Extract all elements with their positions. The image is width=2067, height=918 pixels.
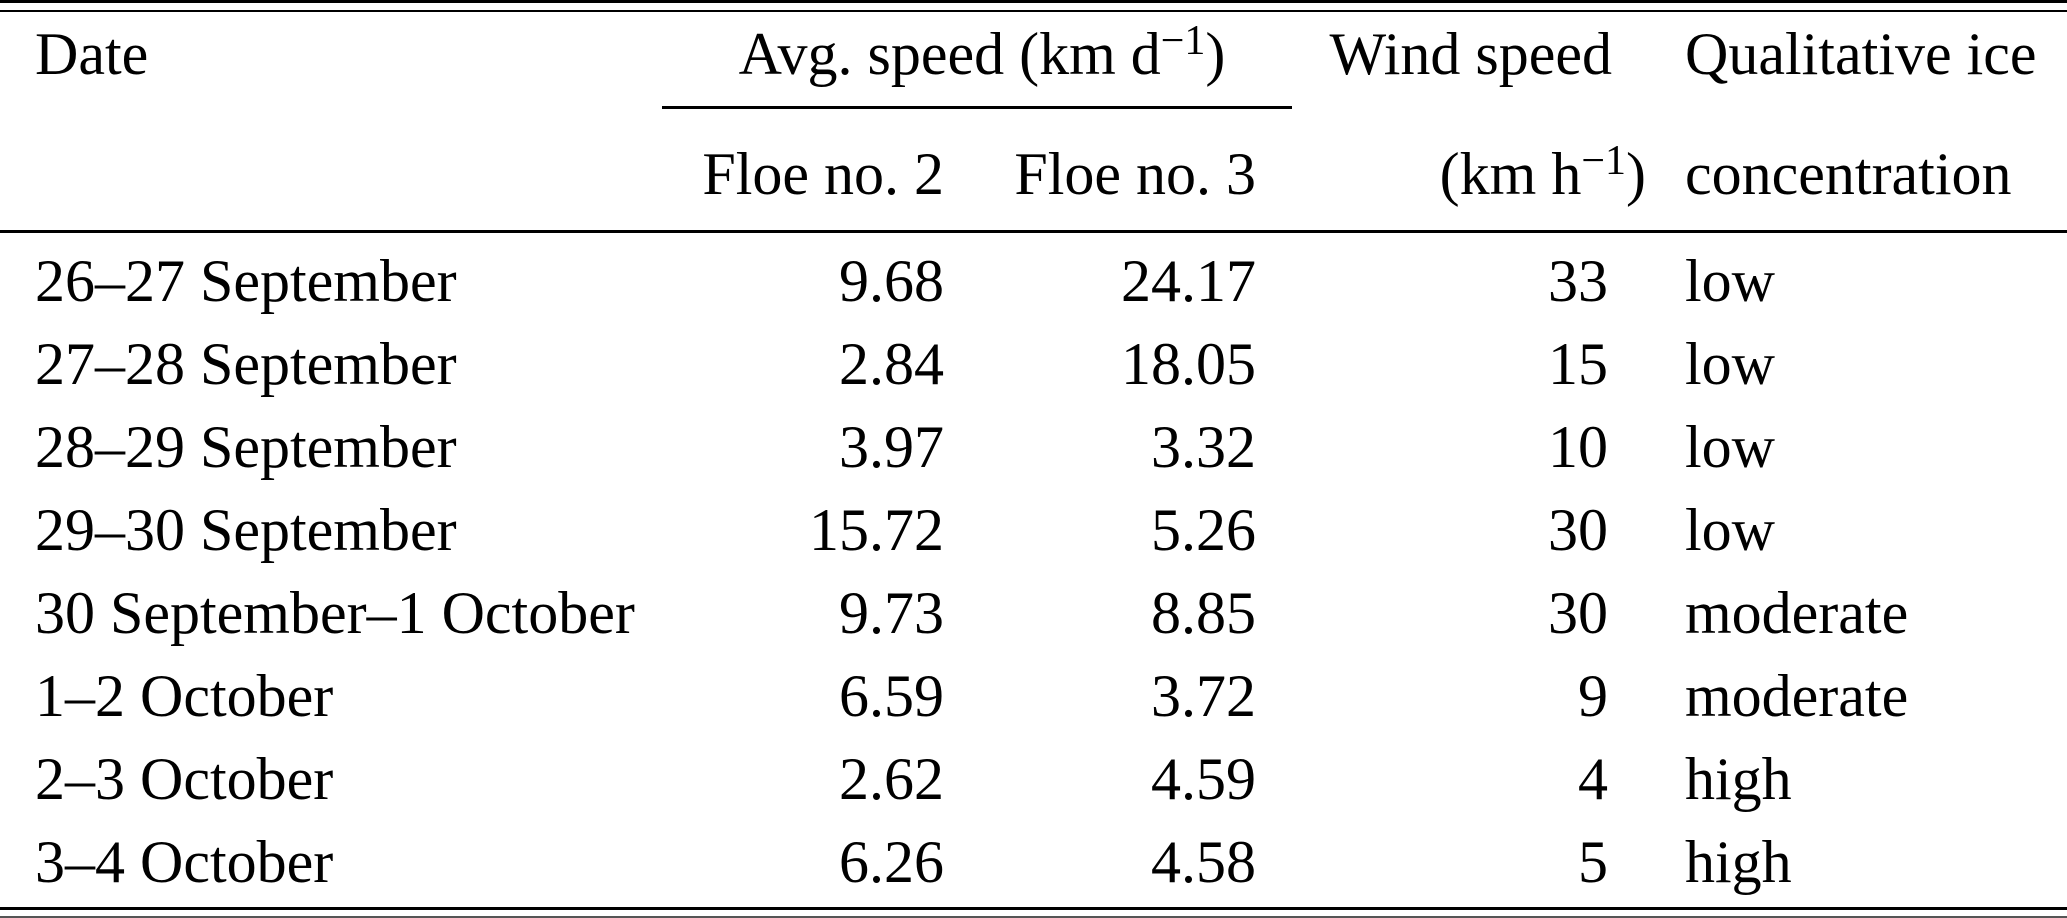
floe3-speed-cell: 3.32 xyxy=(1151,414,1256,480)
wind-speed-cell: 10 xyxy=(1548,414,1608,480)
floe2-speed-cell: 15.72 xyxy=(809,497,944,563)
date-cell: 28–29 September xyxy=(35,414,457,480)
col-header-floe-2: Floe no. 2 xyxy=(702,141,944,207)
bottom-rule-outer xyxy=(0,916,2067,918)
ice-concentration-cell: low xyxy=(1685,331,1775,397)
floe3-speed-cell: 4.58 xyxy=(1151,829,1256,895)
floe3-speed-cell: 4.59 xyxy=(1151,746,1256,812)
table-row: 3–4 October 6.26 4.58 5 high xyxy=(0,814,2067,897)
date-cell: 29–30 September xyxy=(35,497,457,563)
date-cell: 4–5 October xyxy=(0,897,662,918)
table-row: 4–5 October 10.46 4.39 30 high xyxy=(0,897,2067,918)
col-header-avg-speed: Avg. speed (km d−1) xyxy=(662,12,1292,109)
table-row: 2–3 October 2.62 4.59 4 high xyxy=(0,731,2067,814)
col-header-ice-line2: concentration xyxy=(1685,141,2012,207)
date-cell: 30 September–1 October xyxy=(35,580,635,646)
floe2-speed-cell: 2.84 xyxy=(839,331,944,397)
floe2-speed-cell: 6.26 xyxy=(839,829,944,895)
col-header-floe-3: Floe no. 3 xyxy=(1014,141,1256,207)
ice-concentration-cell: low xyxy=(1685,248,1775,314)
floe2-speed-cell: 10.46 xyxy=(662,897,944,918)
floe3-speed-cell: 3.72 xyxy=(1151,663,1256,729)
wind-speed-cell: 4 xyxy=(1578,746,1608,812)
table-row: 26–27 September 9.68 24.17 33 low xyxy=(0,233,2067,316)
col-header-ice-line1: Qualitative ice xyxy=(1685,21,2037,87)
col-header-wind-unit: (km h−1) xyxy=(1292,109,1646,230)
ice-concentration-cell: high xyxy=(1685,829,1792,895)
table-row: 29–30 September 15.72 5.26 30 low xyxy=(0,482,2067,565)
header-body-divider-rule xyxy=(0,230,2067,233)
date-cell: 1–2 October xyxy=(35,663,334,729)
wind-speed-cell: 9 xyxy=(1578,663,1608,729)
floe2-speed-cell: 3.97 xyxy=(839,414,944,480)
table-row: 27–28 September 2.84 18.05 15 low xyxy=(0,316,2067,399)
header-row-1: Date Avg. speed (km d−1) Wind speed Qual… xyxy=(0,12,2067,109)
wind-speed-cell: 5 xyxy=(1578,829,1608,895)
header-row-2: Floe no. 2 Floe no. 3 (km h−1) concentra… xyxy=(0,109,2067,230)
top-rule-outer xyxy=(0,0,2067,3)
table-row: 1–2 October 6.59 3.72 9 moderate xyxy=(0,648,2067,731)
wind-speed-cell: 30 xyxy=(1292,897,1646,918)
top-rule-inner xyxy=(0,10,2067,12)
avg-speed-unit-exponent: −1 xyxy=(1160,17,1206,64)
ice-concentration-cell: high xyxy=(1646,897,2067,918)
col-header-wind-speed: Wind speed xyxy=(1329,21,1612,87)
date-cell: 26–27 September xyxy=(35,248,457,314)
col-header-date: Date xyxy=(35,21,149,87)
ice-concentration-cell: high xyxy=(1685,746,1792,812)
floe3-speed-cell: 8.85 xyxy=(1151,580,1256,646)
wind-unit-exponent: −1 xyxy=(1581,137,1627,184)
floe2-speed-cell: 6.59 xyxy=(839,663,944,729)
wind-speed-cell: 33 xyxy=(1548,248,1608,314)
floe2-speed-cell: 9.73 xyxy=(839,580,944,646)
floe3-speed-cell: 5.26 xyxy=(1151,497,1256,563)
wind-speed-cell: 30 xyxy=(1548,580,1608,646)
wind-unit-post: ) xyxy=(1626,141,1646,207)
date-cell: 27–28 September xyxy=(35,331,457,397)
floe2-speed-cell: 2.62 xyxy=(839,746,944,812)
wind-speed-cell: 15 xyxy=(1548,331,1608,397)
floe2-speed-cell: 9.68 xyxy=(839,248,944,314)
floe3-speed-cell: 4.39 xyxy=(944,897,1292,918)
table-row: 30 September–1 October 9.73 8.85 30 mode… xyxy=(0,565,2067,648)
floe3-speed-cell: 24.17 xyxy=(1121,248,1256,314)
bottom-rule-inner xyxy=(0,907,2067,910)
wind-unit-pre: (km h xyxy=(1439,141,1582,207)
ice-concentration-cell: low xyxy=(1685,497,1775,563)
avg-speed-unit-pre: Avg. speed (km d xyxy=(738,21,1161,87)
wind-speed-cell: 30 xyxy=(1548,497,1608,563)
date-cell: 2–3 October xyxy=(35,746,334,812)
ice-concentration-cell: moderate xyxy=(1685,663,1909,729)
drift-speed-table: Date Avg. speed (km d−1) Wind speed Qual… xyxy=(0,12,2067,918)
table-row: 28–29 September 3.97 3.32 10 low xyxy=(0,399,2067,482)
date-cell: 3–4 October xyxy=(35,829,334,895)
floe3-speed-cell: 18.05 xyxy=(1121,331,1256,397)
ice-concentration-cell: low xyxy=(1685,414,1775,480)
avg-speed-unit-post: ) xyxy=(1205,21,1226,87)
ice-concentration-cell: moderate xyxy=(1685,580,1909,646)
